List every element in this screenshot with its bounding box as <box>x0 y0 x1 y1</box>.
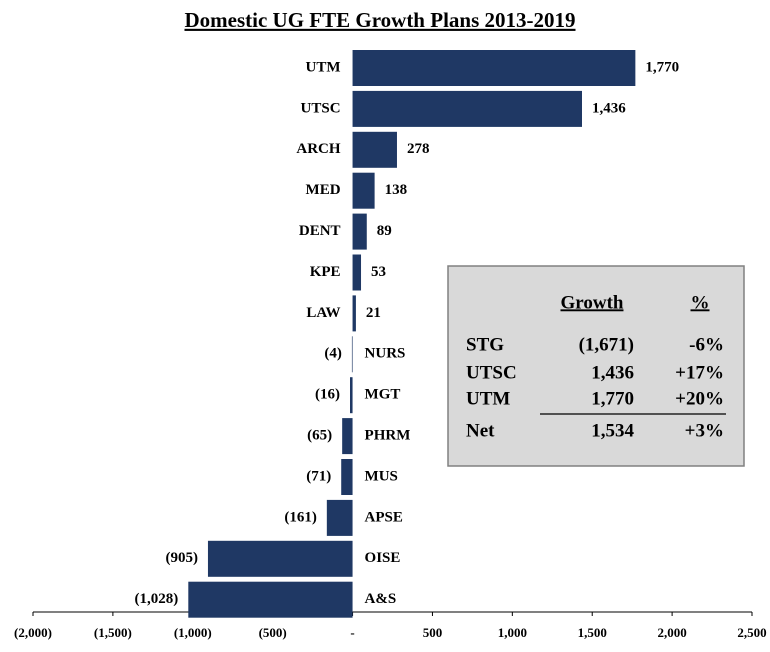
category-label: DENT <box>299 223 341 239</box>
bar <box>352 254 362 291</box>
category-label: PHRM <box>365 428 411 444</box>
category-label: A&S <box>365 591 397 607</box>
category-label: MGT <box>365 387 401 403</box>
table-cell: Net <box>466 420 495 441</box>
value-label: 138 <box>385 182 408 198</box>
value-label: 89 <box>377 223 392 239</box>
table-cell: +20% <box>675 388 724 409</box>
value-label: 278 <box>407 141 430 157</box>
x-tick-label: (2,000) <box>14 625 52 640</box>
x-tick-label: 500 <box>423 625 443 640</box>
bar <box>349 377 353 414</box>
value-label: (1,028) <box>135 591 179 607</box>
table-cell: +17% <box>675 362 724 383</box>
value-label: (905) <box>165 550 198 566</box>
x-tick-label: (1,500) <box>94 625 132 640</box>
value-label: (71) <box>306 468 331 484</box>
x-tick-label: 1,000 <box>498 625 527 640</box>
value-label: 1,436 <box>592 100 626 116</box>
x-tick-label: 2,500 <box>737 625 766 640</box>
bar <box>352 172 375 209</box>
table-cell: STG <box>466 334 504 355</box>
x-tick-label: 2,000 <box>657 625 686 640</box>
bar <box>341 459 353 495</box>
bar <box>352 295 356 332</box>
bar <box>342 418 353 455</box>
value-label: (65) <box>307 428 332 444</box>
bar <box>207 540 353 577</box>
bar <box>188 581 353 618</box>
bar <box>352 213 367 250</box>
x-tick-label: - <box>350 625 354 640</box>
category-label: NURS <box>365 346 406 362</box>
table-cell: 1,436 <box>591 362 634 383</box>
x-tick-label: (500) <box>259 625 287 640</box>
value-label: 1,770 <box>645 59 679 75</box>
table-header: % <box>691 292 710 313</box>
x-tick-label: (1,000) <box>174 625 212 640</box>
table-cell: +3% <box>685 420 724 441</box>
value-label: (161) <box>284 509 317 525</box>
table-cell: UTM <box>466 388 510 409</box>
table-header: Growth <box>561 292 624 313</box>
value-label: (4) <box>324 346 342 362</box>
category-label: KPE <box>310 264 341 280</box>
value-label: 53 <box>371 264 386 280</box>
bar <box>351 336 353 373</box>
category-label: UTSC <box>301 100 341 116</box>
table-cell: -6% <box>689 334 724 355</box>
category-label: OISE <box>365 550 401 566</box>
value-label: (16) <box>315 387 340 403</box>
category-label: APSE <box>365 509 403 525</box>
x-tick-label: 1,500 <box>578 625 607 640</box>
category-label: MED <box>306 182 341 198</box>
table-cell: 1,770 <box>591 388 634 409</box>
chart-title: Domestic UG FTE Growth Plans 2013-2019 <box>184 8 575 32</box>
bar <box>326 499 353 536</box>
bar <box>352 50 636 86</box>
inset-box <box>447 265 745 467</box>
category-label: LAW <box>306 305 340 321</box>
bar <box>352 131 397 168</box>
category-label: MUS <box>365 468 398 484</box>
table-cell: UTSC <box>466 362 517 383</box>
bar <box>352 90 582 127</box>
value-label: 21 <box>366 305 381 321</box>
table-cell: (1,671) <box>579 334 634 355</box>
table-cell: 1,534 <box>591 420 634 441</box>
category-label: UTM <box>306 59 341 75</box>
category-label: ARCH <box>296 141 340 157</box>
